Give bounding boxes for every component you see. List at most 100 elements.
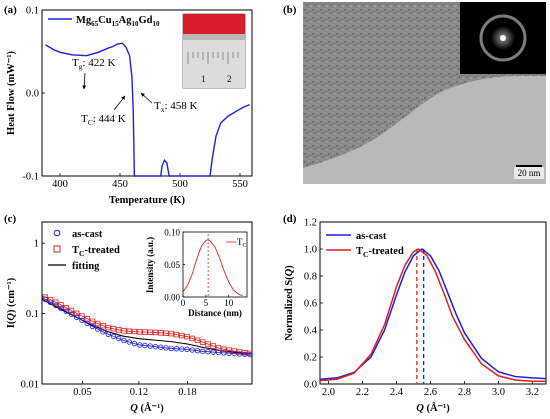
ascast-point (79, 317, 85, 324)
ascast-point (84, 320, 90, 327)
tc-treated-point (158, 330, 164, 336)
panel-c-axes-frame (41, 221, 253, 385)
ascast-point (116, 335, 122, 342)
annotation-tx: Tx: 458 K (154, 100, 198, 114)
ascast-point (121, 337, 127, 344)
ascast-point (189, 347, 195, 353)
tc-treated-point (100, 323, 106, 329)
panel-d-xlabel: Q (Å⁻¹) (416, 402, 450, 414)
ascast-point (110, 333, 117, 340)
ascast-point (137, 342, 143, 348)
y-tick-label: 0.05 (164, 260, 180, 270)
y-tick-label: 0.0 (26, 89, 39, 100)
tc-treated-point (152, 329, 159, 336)
annotation-tg: Tg: 422 K (72, 57, 116, 71)
tc-treated-point (147, 329, 153, 335)
y-tick-label: 0.1 (26, 309, 39, 320)
tc-treated-point (179, 332, 185, 339)
panel-c-label: (c) (4, 213, 17, 225)
inset-frame (182, 231, 248, 298)
x-tick-label: 500 (172, 179, 188, 190)
tc-treated-point (189, 335, 195, 342)
tc-treated-point (89, 318, 96, 324)
panel-a-sample-photo: 1 2 (182, 13, 246, 89)
ascast-point (158, 344, 164, 350)
ascast-point (221, 350, 227, 356)
ascast-point (95, 326, 101, 332)
photo-ruler-label-1: 1 (201, 74, 206, 84)
inset-distance-curve (182, 239, 243, 297)
x-tick-label: 10 (224, 298, 234, 308)
legend-marker-ascast (53, 229, 61, 237)
tc-treated-point (126, 328, 132, 334)
tc-treated-point (105, 324, 111, 331)
panel-a-xlabel: Temperature (K) (109, 195, 186, 206)
ascast-point (147, 343, 153, 349)
tc-treated-point (168, 330, 174, 337)
ascast-point (231, 350, 237, 357)
panel-c-ticks: 0.05 0.12 0.18 0.01 0.1 1 (21, 239, 197, 398)
panel-d-ticks: 2.0 2.2 2.4 2.6 2.8 3.0 3.2 0.0 0.2 0.4 0.6 0.8 1.0 1… (304, 218, 539, 399)
legend-tc: TC-treated (72, 245, 120, 258)
x-tick-label: 450 (112, 179, 128, 190)
tc-treated-point (116, 327, 122, 333)
x-tick-label: 0.12 (130, 387, 148, 398)
tc-treated-point (121, 328, 127, 334)
panel-c-ylabel: I(Q) (cm⁻¹) (6, 277, 17, 328)
ascast-point (131, 340, 138, 347)
panel-d-axes-frame (319, 221, 547, 385)
inset-xlabel: Distance (nm) (188, 308, 242, 318)
y-tick-label: 0.6 (304, 299, 317, 310)
inset-ylabel: Intensity (a.u.) (145, 237, 155, 293)
tc-treated-point (74, 310, 80, 317)
ascast-point (236, 351, 243, 357)
ascast-point (68, 311, 75, 317)
tc-treated-point (95, 320, 101, 327)
tc-treated-point (142, 329, 148, 335)
x-tick-label: 5 (204, 298, 209, 308)
panel-d-legend: as-cast TC-treated (326, 231, 404, 259)
tc-treated-point (221, 346, 227, 352)
legend-marker-tc (53, 245, 61, 253)
ascast-point (200, 348, 206, 355)
panel-a-curve (45, 42, 250, 177)
tc-treated-point (131, 328, 138, 335)
y-tick-label: 0.10 (164, 228, 180, 238)
ascast-point (89, 323, 96, 330)
tc-treated-point (173, 331, 180, 338)
annotation-tc: TC: 444 K (81, 113, 126, 127)
panel-d-label: (d) (283, 213, 297, 225)
x-tick-label: 2.8 (458, 387, 471, 398)
tc-treated-point (137, 329, 143, 335)
x-tick-label: 0 (181, 298, 186, 308)
panel-c-series (41, 294, 253, 358)
ascast-point (226, 350, 232, 356)
x-tick-label: 2.4 (390, 387, 404, 398)
tc-treated-point (58, 302, 64, 308)
ascast-point (247, 351, 253, 358)
ascast-point (163, 345, 169, 351)
ascast-point (173, 346, 180, 352)
ascast-sq-curve (319, 248, 547, 381)
y-tick-label: 0.2 (304, 353, 317, 364)
ascast-point (47, 299, 54, 306)
ascast-point (126, 339, 132, 345)
panel-c-inset: 0 5 10 0.00 0.05 0.10 TC Distance (nm) Intens… (145, 228, 248, 318)
inset-legend: TC (237, 237, 247, 249)
x-tick-label: 400 (52, 179, 68, 190)
y-tick-label: 1.0 (304, 245, 317, 256)
ascast-point (58, 305, 64, 312)
legend-tc-d: TC-treated (356, 246, 404, 259)
ascast-point (205, 349, 211, 355)
y-tick-label: 1 (34, 239, 39, 250)
legend-ascast: as-cast (72, 229, 103, 240)
panel-a: (a) 400 450 500 550 -0.1 0.0 0.1 Mg65Cu15Ag10G… (4, 4, 253, 206)
panel-a-ylabel: Heat Flow (mW⁻¹) (6, 51, 17, 135)
ascast-point (142, 342, 148, 349)
panel-c: (c) 0.05 0.12 0.18 0.01 0.1 1 as-cast TC-trea… (4, 213, 253, 414)
tc-treated-point (47, 296, 54, 303)
ascast-point (53, 302, 59, 309)
ascast-point (210, 349, 216, 355)
panel-c-legend: as-cast TC-treated fitting (48, 229, 120, 272)
